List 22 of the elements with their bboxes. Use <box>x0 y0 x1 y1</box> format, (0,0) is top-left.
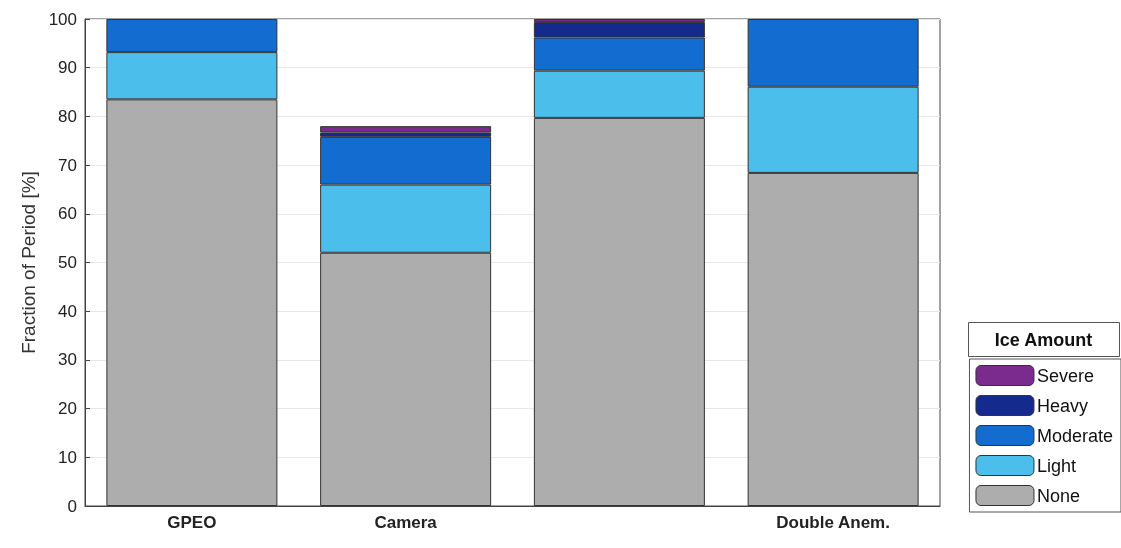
x-tick-label: Double Anem. <box>776 513 890 532</box>
y-tick-label: 20 <box>58 399 77 419</box>
y-tick-label: 100 <box>48 9 77 29</box>
bar <box>320 126 492 133</box>
y-tick-label: 0 <box>67 496 77 516</box>
legend-label: Light <box>1036 455 1076 476</box>
y-tick-label: 90 <box>58 58 77 78</box>
y-tick-label: 30 <box>58 350 77 370</box>
legend-title: Ice Amount <box>994 329 1093 350</box>
y-tick-label: 60 <box>58 204 77 224</box>
y-axis-title: Fraction of Period [%] <box>17 171 39 354</box>
y-tick-label: 70 <box>58 155 77 175</box>
y-tick-label: 40 <box>58 301 77 321</box>
legend-label: Severe <box>1036 365 1094 386</box>
y-tick-label: 80 <box>58 106 77 126</box>
legend-label: Moderate <box>1036 425 1113 446</box>
x-tick-label: Camera <box>374 513 438 532</box>
x-tick-label: GPEO <box>167 513 217 532</box>
legend-label: Heavy <box>1036 395 1088 416</box>
y-tick-label: 50 <box>58 253 77 272</box>
y-tick-label: 10 <box>58 447 77 467</box>
legend-label: None <box>1036 485 1080 506</box>
